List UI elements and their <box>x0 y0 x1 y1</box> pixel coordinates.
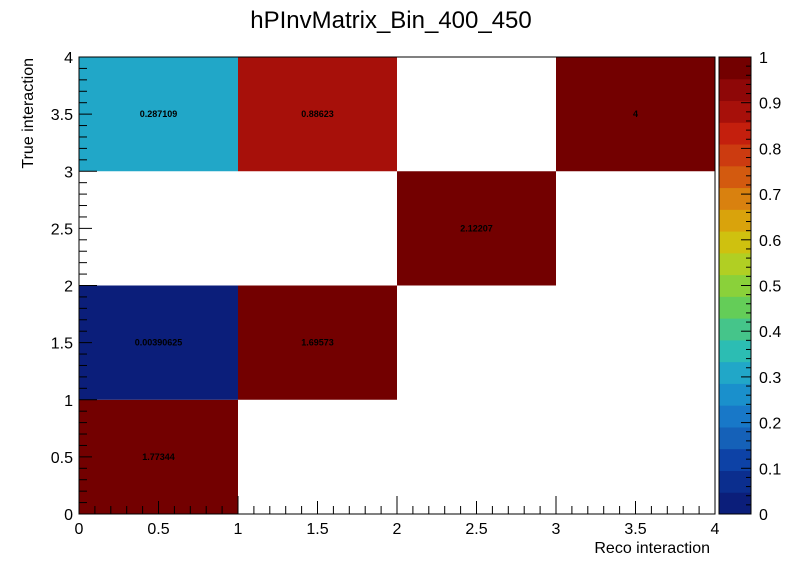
colorbar-band <box>719 100 751 123</box>
colorbar-band <box>719 318 751 341</box>
colorbar-tick-label: 0.8 <box>759 141 781 158</box>
cell-value-label: 0.287109 <box>140 109 178 119</box>
x-tick-label: 2 <box>393 521 402 538</box>
y-axis: 0 0.5 1 1.5 2 2.5 3 3.5 4 <box>51 50 97 524</box>
cell-labels-layer: 1.77344 0.00390625 1.69573 2.12207 0.287109 0… <box>135 109 638 462</box>
y-tick-label: 4 <box>64 50 73 67</box>
y-tick-label: 1.5 <box>51 336 73 353</box>
colorbar-tick-label: 0.6 <box>759 233 781 250</box>
cell-value-label: 1.77344 <box>142 452 175 462</box>
x-tick-label: 1 <box>234 521 243 538</box>
y-tick-label: 2 <box>64 279 73 296</box>
heatmap-cell <box>238 285 397 400</box>
colorbar-band <box>719 492 751 515</box>
colorbar-tick-label: 0.4 <box>759 324 781 341</box>
colorbar-band <box>719 470 751 493</box>
cell-value-label: 1.69573 <box>301 338 334 348</box>
x-axis: 0 0.5 1 1.5 2 2.5 3 3.5 4 <box>75 496 720 538</box>
y-tick-label: 1 <box>64 393 73 410</box>
colorbar-band <box>719 448 751 471</box>
x-tick-label: 3.5 <box>624 521 646 538</box>
colorbar-tick-label: 0.2 <box>759 416 781 433</box>
cell-value-label: 0.00390625 <box>135 338 183 348</box>
colorbar-band <box>719 78 751 102</box>
colorbar-band <box>719 144 751 167</box>
colorbar-band <box>719 209 751 232</box>
heatmap-cell <box>79 57 238 172</box>
heatmap-cell <box>79 399 238 514</box>
colorbar-band <box>719 296 751 319</box>
colorbar-band <box>719 57 751 80</box>
y-tick-label: 2.5 <box>51 221 73 238</box>
colorbar: 0 0.1 0.2 0.3 0.4 0.5 0.6 0.7 0.8 0.9 1 <box>718 50 781 524</box>
colorbar-band <box>719 426 751 450</box>
colorbar-band <box>719 187 751 210</box>
colorbar-tick-label: 0.1 <box>759 461 781 478</box>
x-tick-label: 3 <box>552 521 561 538</box>
colorbar-band <box>719 165 751 189</box>
colorbar-band <box>719 383 751 406</box>
colorbar-tick-label: 0.9 <box>759 96 781 113</box>
colorbar-band <box>719 252 751 276</box>
x-tick-label: 2.5 <box>465 521 487 538</box>
chart-title: hPInvMatrix_Bin_400_450 <box>250 7 532 34</box>
heatmap-cell <box>238 57 397 172</box>
colorbar-tick-label: 0.7 <box>759 187 781 204</box>
y-tick-label: 3 <box>64 164 73 181</box>
cell-value-label: 4 <box>633 109 638 119</box>
colorbar-band <box>719 231 751 254</box>
y-tick-label: 0.5 <box>51 450 73 467</box>
colorbar-tick-label: 0.3 <box>759 370 781 387</box>
y-tick-label: 3.5 <box>51 107 73 124</box>
colorbar-tick-label: 0 <box>759 507 768 524</box>
x-tick-label: 4 <box>711 521 720 538</box>
colorbar-band <box>719 361 751 384</box>
x-tick-label: 0 <box>75 521 84 538</box>
colorbar-band <box>719 122 751 145</box>
y-tick-label: 0 <box>64 507 73 524</box>
cell-value-label: 2.12207 <box>460 223 493 233</box>
x-axis-label: Reco interaction <box>594 540 710 557</box>
heatmap-cell <box>79 285 238 400</box>
colorbar-tick-label: 1 <box>759 50 768 67</box>
x-tick-label: 1.5 <box>306 521 328 538</box>
colorbar-band <box>719 339 751 363</box>
colorbar-tick-label: 0.5 <box>759 279 781 296</box>
x-tick-label: 0.5 <box>147 521 169 538</box>
y-axis-label: True interaction <box>20 58 37 169</box>
colorbar-band <box>719 274 751 297</box>
cells-layer <box>79 57 715 514</box>
colorbar-band <box>719 405 751 428</box>
heatmap-cell <box>397 171 556 286</box>
cell-value-label: 0.88623 <box>301 109 334 119</box>
heatmap-cell <box>556 57 715 172</box>
